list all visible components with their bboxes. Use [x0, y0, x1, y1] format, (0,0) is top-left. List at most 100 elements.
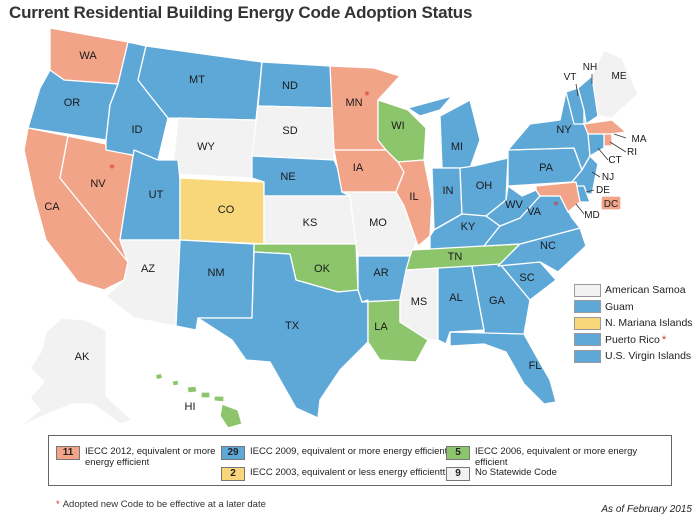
label-DE: DE: [596, 185, 610, 196]
label-WV: WV: [505, 199, 523, 211]
territory-swatch: [574, 316, 601, 330]
state-NE[interactable]: [251, 155, 351, 197]
label-WI: WI: [391, 120, 404, 132]
label-NC: NC: [540, 240, 556, 252]
label-NY: NY: [556, 124, 572, 136]
label-KY: KY: [461, 221, 476, 233]
label-GA: GA: [489, 295, 506, 307]
footnote-star: *: [56, 499, 60, 510]
territory-row: N. Mariana Islands: [574, 315, 693, 331]
label-SC: SC: [519, 272, 534, 284]
territory-swatch: [574, 349, 601, 363]
label-KS: KS: [303, 217, 318, 229]
label-UT: UT: [149, 189, 164, 201]
label-LA: LA: [374, 321, 388, 333]
state-ME[interactable]: [591, 49, 639, 119]
legend-count-iecc-2003: 2: [221, 467, 245, 481]
state-WV[interactable]: [485, 185, 541, 227]
territory-label: Puerto Rico: [605, 333, 660, 346]
label-NM: NM: [207, 267, 224, 279]
label-NH: NH: [583, 62, 597, 73]
label-WY: WY: [197, 141, 215, 153]
legend-count-iecc-2012: 11: [56, 446, 80, 460]
territory-swatch: [574, 283, 601, 297]
legend-label-iecc-2003: IECC 2003, equivalent or less energy eff…: [250, 467, 446, 478]
state-NH[interactable]: [577, 75, 599, 125]
label-VA: VA: [527, 206, 542, 218]
label-OK: OK: [314, 263, 331, 275]
label-NV: NV: [90, 178, 106, 190]
state-RI[interactable]: [603, 133, 613, 147]
label-MA: MA: [632, 134, 647, 145]
legend-item-iecc-2003: 2 IECC 2003, equivalent or less energy e…: [221, 467, 451, 481]
label-TX: TX: [285, 320, 300, 332]
label-CA: CA: [44, 201, 60, 213]
legend-count-iecc-2006: 5: [446, 446, 470, 460]
state-FL[interactable]: [449, 331, 557, 405]
legend-label-iecc-2012: IECC 2012, equivalent or more energy eff…: [85, 446, 216, 468]
label-IN: IN: [443, 185, 454, 197]
label-AL: AL: [449, 292, 462, 304]
legend-item-iecc-2006: 5 IECC 2006, equivalent or more energy e…: [446, 446, 671, 468]
state-MD[interactable]: [535, 181, 581, 213]
state-CT[interactable]: [587, 133, 605, 157]
legend-label-iecc-2006: IECC 2006, equivalent or more energy eff…: [475, 446, 638, 468]
state-TX[interactable]: [197, 251, 369, 419]
label-AZ: AZ: [141, 263, 155, 275]
label-ME: ME: [612, 71, 627, 82]
label-TN: TN: [448, 251, 463, 263]
state-AK[interactable]: [17, 317, 133, 429]
label-CT: CT: [608, 155, 621, 166]
star-NV: *: [109, 162, 115, 175]
leader-lines: [575, 74, 627, 215]
label-HI: HI: [185, 401, 196, 413]
territory-label: N. Mariana Islands: [605, 317, 693, 329]
label-MD: MD: [584, 210, 600, 221]
label-FL: FL: [529, 360, 542, 372]
legend-item-iecc-2009: 29 IECC 2009, equivalent or more energy …: [221, 446, 471, 460]
territory-label: Guam: [605, 300, 634, 313]
label-IL: IL: [409, 191, 418, 203]
footnote: * Adopted new Code to be effective at a l…: [56, 499, 266, 510]
territory-swatch: [574, 300, 601, 313]
footnote-text: Adopted new Code to be effective at a la…: [62, 499, 266, 510]
label-ND: ND: [282, 80, 298, 92]
territory-row: U.S. Virgin Islands: [574, 348, 693, 364]
territory-row: Guam: [574, 299, 693, 315]
territory-swatch: [574, 333, 601, 346]
legend-count-no-code: 9: [446, 467, 470, 481]
star-VA: *: [553, 199, 559, 212]
state-HI[interactable]: [154, 372, 243, 429]
label-NJ: NJ: [602, 172, 614, 183]
label-MT: MT: [189, 74, 205, 86]
label-NE: NE: [280, 171, 295, 183]
state-IL[interactable]: [395, 159, 433, 247]
label-ID: ID: [132, 124, 143, 136]
legend-item-no-code: 9 No Statewide Code: [446, 467, 646, 481]
territory-row: American Samoa: [574, 282, 693, 298]
territory-star: *: [661, 333, 667, 346]
state-NM[interactable]: [175, 239, 255, 331]
territories-legend: American Samoa Guam N. Mariana Islands Puer…: [574, 282, 693, 365]
legend-item-iecc-2012: 11 IECC 2012, equivalent or more energy …: [56, 446, 236, 468]
label-OR: OR: [64, 97, 81, 109]
map-title: Current Residential Building Energy Code…: [9, 3, 473, 22]
as-of-date: As of February 2015: [601, 504, 692, 515]
label-AK: AK: [75, 351, 90, 363]
state-MA[interactable]: [583, 119, 627, 135]
state-MI[interactable]: [407, 95, 481, 169]
label-PA: PA: [539, 162, 554, 174]
label-DC: DC: [604, 199, 618, 210]
legend-count-iecc-2009: 29: [221, 446, 245, 460]
star-MN: *: [364, 89, 370, 102]
label-SD: SD: [282, 125, 297, 137]
legend: 11 IECC 2012, equivalent or more energy …: [48, 435, 672, 486]
label-VT: VT: [564, 72, 577, 83]
label-WA: WA: [79, 50, 97, 62]
state-DC[interactable]: [600, 195, 622, 211]
label-MN: MN: [345, 97, 362, 109]
label-CO: CO: [218, 204, 235, 216]
label-AR: AR: [373, 267, 388, 279]
state-VT[interactable]: [565, 87, 585, 125]
